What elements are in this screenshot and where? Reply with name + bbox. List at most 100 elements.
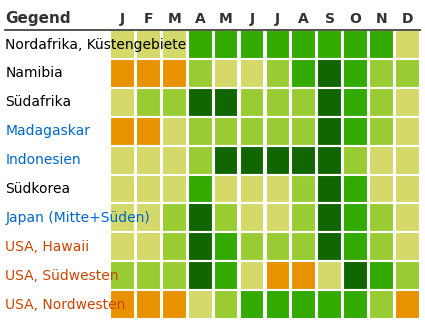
FancyBboxPatch shape <box>343 174 368 203</box>
FancyBboxPatch shape <box>162 117 187 146</box>
FancyBboxPatch shape <box>343 59 368 88</box>
FancyBboxPatch shape <box>110 261 135 290</box>
Text: M: M <box>167 12 181 26</box>
Text: USA, Nordwesten: USA, Nordwesten <box>6 298 126 312</box>
FancyBboxPatch shape <box>343 88 368 117</box>
FancyBboxPatch shape <box>317 290 342 319</box>
FancyBboxPatch shape <box>369 146 394 174</box>
FancyBboxPatch shape <box>266 261 290 290</box>
FancyBboxPatch shape <box>395 30 419 59</box>
Text: J: J <box>275 12 281 26</box>
FancyBboxPatch shape <box>136 146 161 174</box>
Text: Gegend: Gegend <box>6 11 71 26</box>
FancyBboxPatch shape <box>266 117 290 146</box>
FancyBboxPatch shape <box>317 117 342 146</box>
Text: N: N <box>376 12 387 26</box>
FancyBboxPatch shape <box>136 59 161 88</box>
FancyBboxPatch shape <box>214 290 238 319</box>
FancyBboxPatch shape <box>240 88 264 117</box>
Text: M: M <box>219 12 233 26</box>
FancyBboxPatch shape <box>317 174 342 203</box>
FancyBboxPatch shape <box>240 117 264 146</box>
FancyBboxPatch shape <box>162 146 187 174</box>
FancyBboxPatch shape <box>188 59 212 88</box>
FancyBboxPatch shape <box>369 174 394 203</box>
FancyBboxPatch shape <box>136 203 161 232</box>
FancyBboxPatch shape <box>369 232 394 261</box>
FancyBboxPatch shape <box>266 232 290 261</box>
FancyBboxPatch shape <box>369 88 394 117</box>
FancyBboxPatch shape <box>292 146 316 174</box>
FancyBboxPatch shape <box>110 203 135 232</box>
FancyBboxPatch shape <box>266 30 290 59</box>
FancyBboxPatch shape <box>188 117 212 146</box>
FancyBboxPatch shape <box>317 146 342 174</box>
FancyBboxPatch shape <box>110 88 135 117</box>
FancyBboxPatch shape <box>317 261 342 290</box>
FancyBboxPatch shape <box>136 232 161 261</box>
FancyBboxPatch shape <box>162 59 187 88</box>
Text: Südkorea: Südkorea <box>6 182 71 196</box>
FancyBboxPatch shape <box>395 59 419 88</box>
Text: F: F <box>144 12 153 26</box>
FancyBboxPatch shape <box>240 232 264 261</box>
FancyBboxPatch shape <box>343 261 368 290</box>
FancyBboxPatch shape <box>136 290 161 319</box>
FancyBboxPatch shape <box>395 88 419 117</box>
FancyBboxPatch shape <box>292 290 316 319</box>
FancyBboxPatch shape <box>188 30 212 59</box>
FancyBboxPatch shape <box>240 261 264 290</box>
FancyBboxPatch shape <box>292 203 316 232</box>
Text: J: J <box>120 12 125 26</box>
FancyBboxPatch shape <box>343 232 368 261</box>
FancyBboxPatch shape <box>292 232 316 261</box>
FancyBboxPatch shape <box>162 261 187 290</box>
FancyBboxPatch shape <box>214 59 238 88</box>
Text: Namibia: Namibia <box>6 67 63 81</box>
FancyBboxPatch shape <box>240 146 264 174</box>
FancyBboxPatch shape <box>162 203 187 232</box>
FancyBboxPatch shape <box>266 59 290 88</box>
FancyBboxPatch shape <box>369 30 394 59</box>
FancyBboxPatch shape <box>240 174 264 203</box>
FancyBboxPatch shape <box>395 174 419 203</box>
FancyBboxPatch shape <box>110 146 135 174</box>
Text: Südafrika: Südafrika <box>6 95 71 109</box>
FancyBboxPatch shape <box>369 203 394 232</box>
FancyBboxPatch shape <box>136 261 161 290</box>
FancyBboxPatch shape <box>188 88 212 117</box>
FancyBboxPatch shape <box>162 290 187 319</box>
FancyBboxPatch shape <box>317 232 342 261</box>
Text: A: A <box>298 12 309 26</box>
Text: USA, Hawaii: USA, Hawaii <box>6 240 90 254</box>
FancyBboxPatch shape <box>369 261 394 290</box>
Text: Nordafrika, Küstengebiete: Nordafrika, Küstengebiete <box>6 37 187 52</box>
FancyBboxPatch shape <box>266 146 290 174</box>
Text: S: S <box>325 12 334 26</box>
FancyBboxPatch shape <box>136 174 161 203</box>
FancyBboxPatch shape <box>214 117 238 146</box>
FancyBboxPatch shape <box>240 30 264 59</box>
FancyBboxPatch shape <box>292 88 316 117</box>
FancyBboxPatch shape <box>110 290 135 319</box>
FancyBboxPatch shape <box>266 290 290 319</box>
FancyBboxPatch shape <box>317 88 342 117</box>
FancyBboxPatch shape <box>395 290 419 319</box>
FancyBboxPatch shape <box>214 174 238 203</box>
FancyBboxPatch shape <box>188 174 212 203</box>
FancyBboxPatch shape <box>162 88 187 117</box>
Text: Indonesien: Indonesien <box>6 153 81 167</box>
Text: Madagaskar: Madagaskar <box>6 124 91 138</box>
FancyBboxPatch shape <box>214 261 238 290</box>
FancyBboxPatch shape <box>188 203 212 232</box>
FancyBboxPatch shape <box>162 30 187 59</box>
FancyBboxPatch shape <box>240 290 264 319</box>
FancyBboxPatch shape <box>110 117 135 146</box>
FancyBboxPatch shape <box>395 232 419 261</box>
FancyBboxPatch shape <box>188 232 212 261</box>
FancyBboxPatch shape <box>214 232 238 261</box>
FancyBboxPatch shape <box>292 59 316 88</box>
FancyBboxPatch shape <box>317 203 342 232</box>
FancyBboxPatch shape <box>240 59 264 88</box>
FancyBboxPatch shape <box>343 30 368 59</box>
